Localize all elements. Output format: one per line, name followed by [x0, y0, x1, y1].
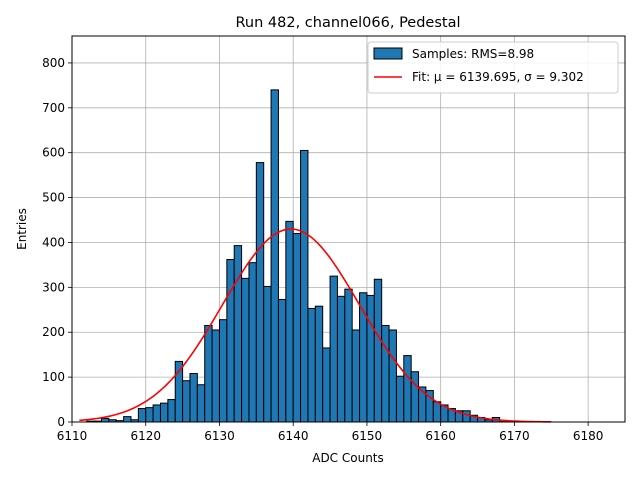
y-tick-label: 800 — [42, 56, 65, 70]
histogram-bar — [307, 307, 316, 423]
y-tick-label: 500 — [42, 191, 65, 205]
x-axis-ticks: 6110 6120 6130 6140 6150 6160 6170 6180 — [57, 422, 604, 443]
histogram-bar — [381, 325, 390, 423]
histogram-bar — [100, 417, 110, 423]
x-tick-label: 6130 — [204, 429, 235, 443]
x-tick-label: 6140 — [278, 429, 309, 443]
histogram-bar — [410, 371, 420, 423]
x-tick-label: 6150 — [352, 429, 383, 443]
histogram-bar — [336, 295, 346, 423]
histogram-bar — [145, 407, 154, 423]
fit-curve — [79, 228, 552, 423]
histogram-bar — [152, 404, 161, 423]
histogram-bar — [248, 262, 257, 423]
x-tick-label: 6180 — [573, 429, 604, 443]
histogram-bar — [233, 245, 243, 423]
histogram-bar — [189, 373, 198, 423]
histogram-bar — [366, 294, 375, 423]
histogram-bar — [373, 278, 383, 423]
x-tick-label: 6160 — [425, 429, 456, 443]
chart-title: Run 482, channel066, Pedestal — [235, 15, 460, 31]
histogram-bar — [285, 220, 294, 423]
legend-swatch-samples — [373, 47, 403, 60]
histogram-bar — [263, 285, 272, 423]
histogram-bar — [270, 89, 279, 423]
histogram-bar — [196, 384, 206, 423]
histogram-bar — [344, 288, 353, 423]
x-tick-label: 6170 — [499, 429, 530, 443]
histogram-bar — [159, 402, 169, 423]
histogram-bar — [351, 329, 361, 423]
histogram-bar — [322, 347, 331, 423]
histogram-bar — [277, 298, 287, 423]
histogram-bar — [182, 380, 191, 423]
legend-box — [367, 41, 619, 94]
plot-frame — [71, 35, 626, 423]
y-tick-label: 0 — [57, 415, 65, 429]
y-tick-label: 400 — [42, 235, 65, 249]
y-tick-label: 200 — [42, 325, 65, 339]
histogram-bar — [395, 375, 405, 423]
x-tick-label: 6120 — [130, 429, 161, 443]
histogram-bar — [204, 325, 213, 423]
histogram-bars — [86, 89, 515, 423]
legend-label-fit: Fit: μ = 6139.695, σ = 9.302 — [412, 70, 584, 84]
histogram-bar — [167, 399, 176, 423]
histogram-bar — [123, 416, 132, 423]
y-tick-label: 300 — [42, 280, 65, 294]
histogram-bar — [218, 319, 228, 423]
histogram-bar — [255, 162, 265, 423]
histogram-bar — [241, 277, 250, 423]
histogram-bar — [329, 275, 338, 423]
histogram-bar — [226, 259, 235, 423]
x-axis-label: ADC Counts — [312, 451, 384, 465]
histogram-bar — [211, 329, 220, 423]
legend-label-samples: Samples: RMS=8.98 — [412, 47, 534, 61]
histogram-bar — [292, 232, 302, 423]
histogram-bar — [137, 408, 147, 423]
y-tick-label: 100 — [42, 370, 65, 384]
histogram-bar — [388, 329, 397, 423]
y-axis-label: Entries — [15, 208, 29, 250]
histogram-bar — [462, 410, 471, 423]
histogram-bar — [432, 401, 442, 423]
y-axis-ticks: 0 100 200 300 400 500 600 700 800 — [42, 56, 72, 429]
histogram-bar — [314, 305, 324, 423]
histogram-bar — [403, 355, 412, 423]
y-tick-label: 600 — [42, 146, 65, 160]
y-tick-label: 700 — [42, 101, 65, 115]
legend: Samples: RMS=8.98 Fit: μ = 6139.695, σ =… — [367, 41, 619, 94]
x-tick-label: 6110 — [57, 429, 88, 443]
histogram-bar — [300, 149, 309, 423]
